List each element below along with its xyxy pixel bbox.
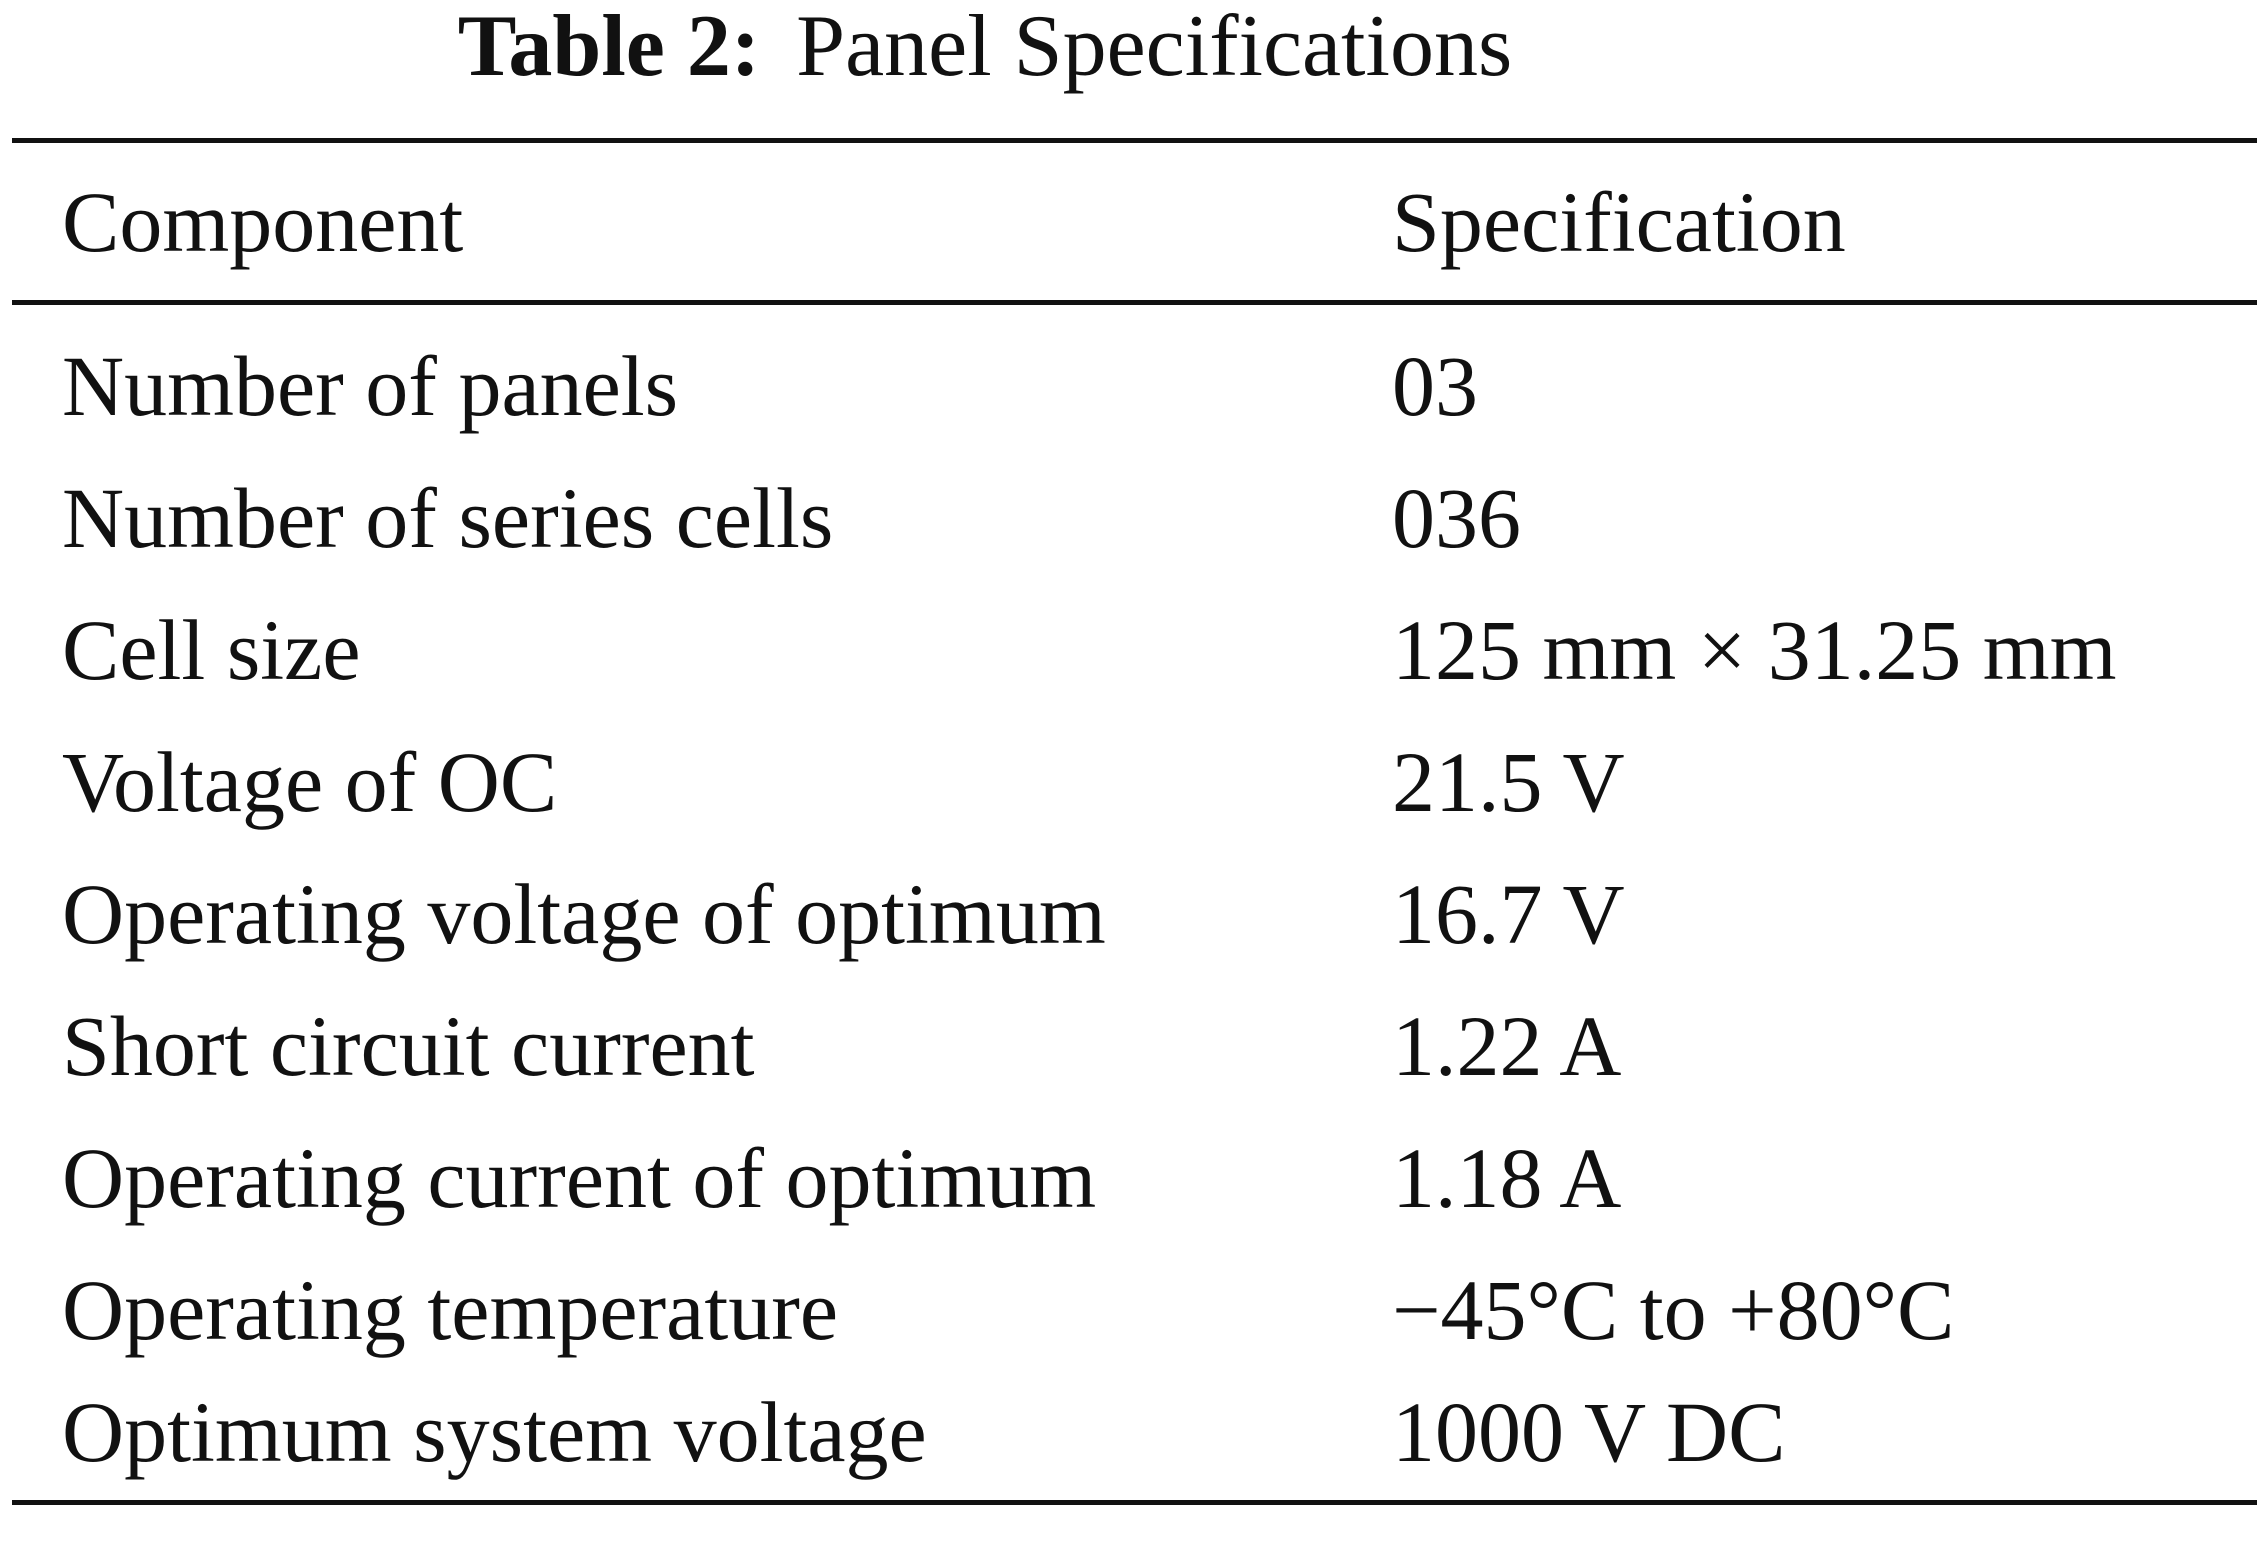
component-cell: Number of panels bbox=[62, 338, 679, 434]
table-row: Number of series cells 036 bbox=[0, 452, 2265, 584]
table-caption-title: Panel Specifications bbox=[796, 0, 1513, 95]
specification-cell: 036 bbox=[1392, 470, 1521, 566]
table-top-rule bbox=[12, 138, 2257, 143]
component-cell: Optimum system voltage bbox=[62, 1384, 927, 1480]
component-cell: Short circuit current bbox=[62, 998, 755, 1094]
specification-cell: 125 mm × 31.25 mm bbox=[1392, 602, 2117, 698]
component-cell: Operating voltage of optimum bbox=[62, 866, 1106, 962]
table-bottom-rule bbox=[12, 1500, 2257, 1505]
header-specification: Specification bbox=[1392, 174, 1846, 270]
specification-cell: 03 bbox=[1392, 338, 1478, 434]
table-row: Number of panels 03 bbox=[0, 320, 2265, 452]
table-row: Operating temperature −45°C to +80°C bbox=[0, 1244, 2265, 1376]
component-cell: Operating temperature bbox=[62, 1262, 839, 1358]
component-cell: Number of series cells bbox=[62, 470, 834, 566]
component-cell: Voltage of OC bbox=[62, 734, 558, 830]
table-row: Cell size 125 mm × 31.25 mm bbox=[0, 584, 2265, 716]
specification-cell: 21.5 V bbox=[1392, 734, 1625, 830]
component-cell: Operating current of optimum bbox=[62, 1130, 1097, 1226]
specification-cell: 1000 V DC bbox=[1392, 1384, 1786, 1480]
specification-cell: 16.7 V bbox=[1392, 866, 1625, 962]
table-caption: Table 2: Panel Specifications bbox=[0, 0, 1970, 95]
table-row: Operating voltage of optimum 16.7 V bbox=[0, 848, 2265, 980]
header-component: Component bbox=[62, 174, 464, 270]
table-row: Short circuit current 1.22 A bbox=[0, 980, 2265, 1112]
table-caption-label: Table 2: bbox=[457, 0, 761, 95]
specification-cell: −45°C to +80°C bbox=[1392, 1262, 1955, 1358]
table-row: Voltage of OC 21.5 V bbox=[0, 716, 2265, 848]
specification-cell: 1.18 A bbox=[1392, 1130, 1622, 1226]
table-row: Optimum system voltage 1000 V DC bbox=[0, 1366, 2265, 1498]
table-row: Operating current of optimum 1.18 A bbox=[0, 1112, 2265, 1244]
component-cell: Cell size bbox=[62, 602, 361, 698]
table-header-rule bbox=[12, 300, 2257, 305]
specification-cell: 1.22 A bbox=[1392, 998, 1622, 1094]
table-header-row: Component Specification bbox=[0, 156, 2265, 288]
